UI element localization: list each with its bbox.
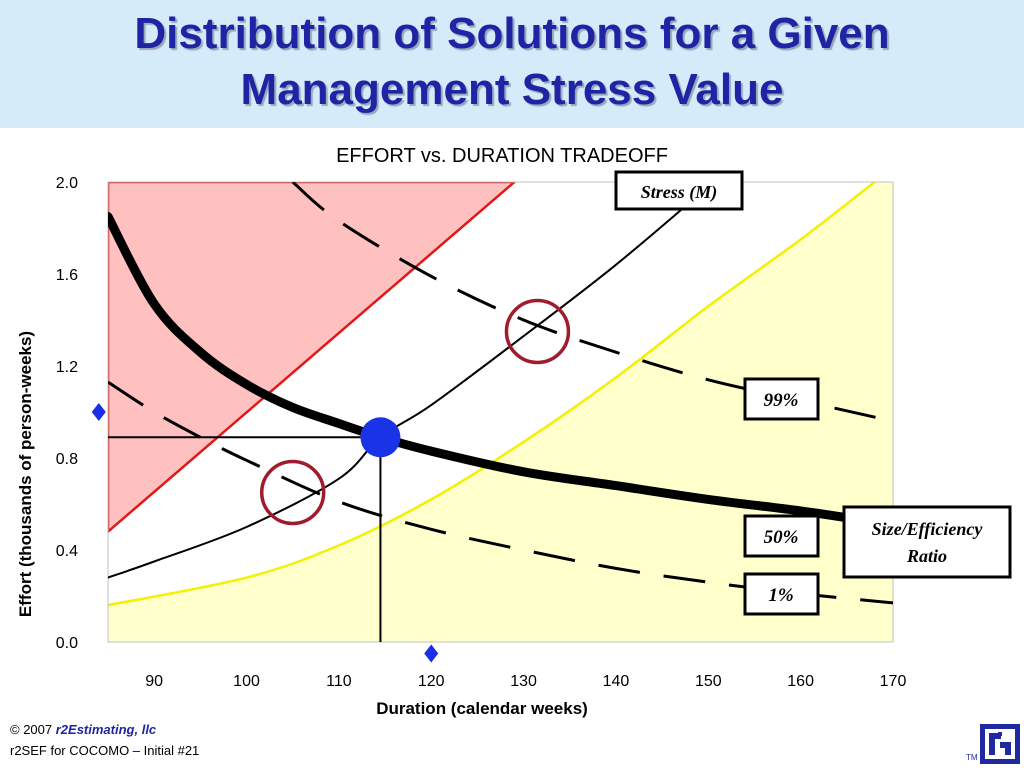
label-1: 1% [768,585,793,606]
y-tick-label: 0.0 [56,635,78,652]
x-tick-label: 110 [326,673,352,690]
axes-layer: 90 100 110 120 130 140 150 160 170 0.0 0.4 0.8 1.2 1.… [56,175,907,690]
y-tick-label: 1.6 [56,267,78,284]
stress-label: Stress (M) [641,182,718,203]
x-tick-label: 90 [145,673,163,690]
y-tick-label: 2.0 [56,175,78,192]
trademark-mark: TM [966,753,978,762]
y-tick-label: 1.2 [56,359,78,376]
y-axis-label: Effort (thousands of person-weeks) [16,331,35,617]
x-tick-label: 120 [418,673,445,690]
label-50: 50% [764,527,799,548]
size-efficiency-label-line-2: Ratio [906,546,947,566]
y-tick-label: 0.8 [56,451,78,468]
reference-lines-layer [108,436,382,642]
title-band [0,0,1024,128]
yellow-region-edge [108,182,876,607]
size-efficiency-label-box: Size/Efficiency Ratio [842,505,1012,579]
y-tick-label: 0.4 [56,543,78,560]
red-region [108,182,517,534]
slide-title-line-1: Distribution of Solutions for a Given [134,9,890,58]
x-tick-label: 100 [233,673,260,690]
marks-layer [91,298,571,663]
x-tick-label: 160 [787,673,814,690]
x-tick-label: 150 [695,673,722,690]
label-99-box: 99% [743,377,820,421]
stress-label-box: Stress (M) [614,170,744,211]
diamond-marker [424,644,439,663]
footer-subtitle: r2SEF for COCOMO – Initial #21 [10,743,200,758]
plot-area-frame [107,181,894,643]
slide-title-line-2: Management Stress Value [240,65,784,114]
effort-duration-chart: EFFORT vs. DURATION TRADEOFF 90 100 110 120… [16,145,1012,718]
regions-layer [108,182,893,642]
label-99: 99% [764,390,799,411]
x-tick-label: 170 [880,673,907,690]
footer-copyright: © 2007 r2Estimating, llc [10,722,156,737]
company-logo-icon [980,724,1020,764]
x-tick-label: 140 [603,673,630,690]
size-efficiency-label-line-1: Size/Efficiency [872,519,984,539]
label-50-box: 50% [743,514,820,558]
highlight-circle [504,298,571,365]
footer-company: r2Estimating, llc [55,722,157,737]
x-tick-label: 130 [510,673,537,690]
chart-title: EFFORT vs. DURATION TRADEOFF [336,145,668,167]
yellow-region [108,182,893,642]
x-axis-label: Duration (calendar weeks) [376,699,588,718]
label-1-box: 1% [743,572,820,616]
solution-point [360,417,401,458]
diamond-marker [91,403,106,421]
copyright-prefix: © 2007 [10,722,56,737]
slide-title: Distribution of Solutions for a Given Ma… [0,6,1024,118]
highlight-circle [259,459,326,526]
